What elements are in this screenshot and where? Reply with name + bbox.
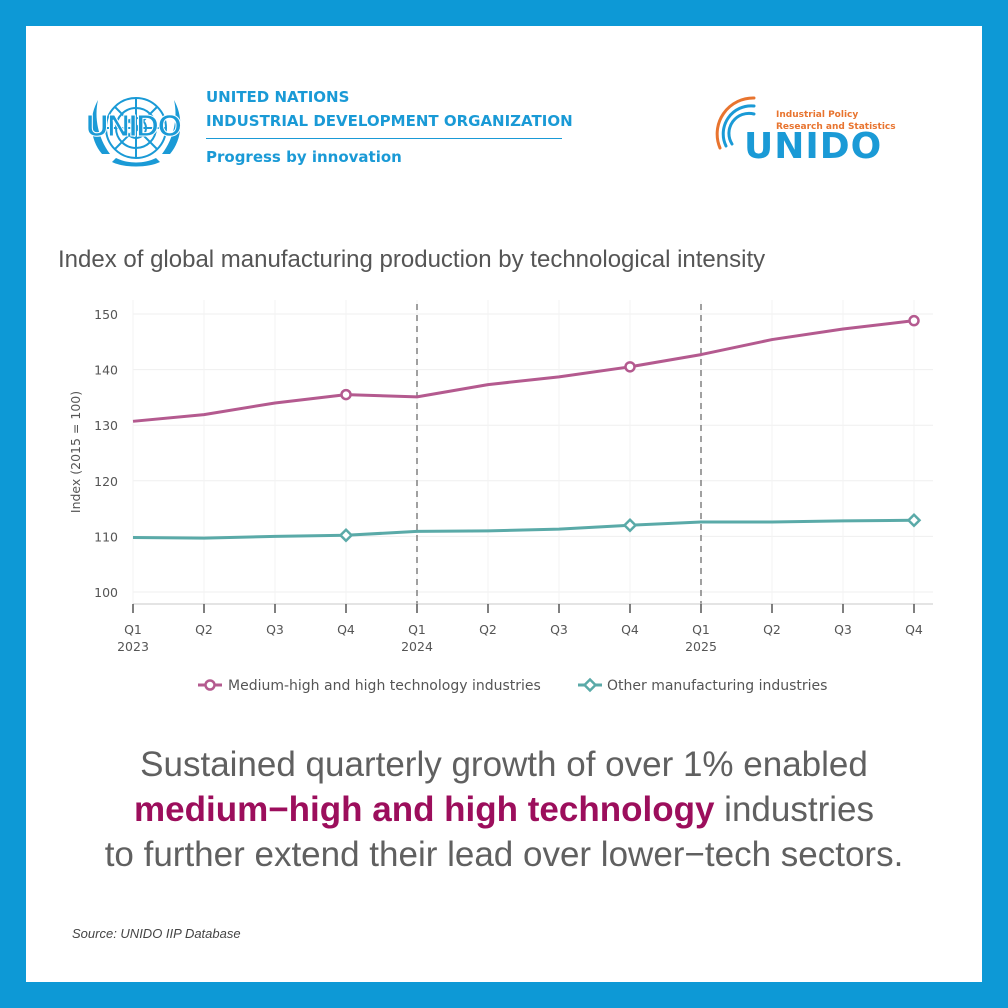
- org-name-line2: INDUSTRIAL DEVELOPMENT ORGANIZATION: [206, 112, 573, 130]
- series-marker-circle: [624, 361, 636, 373]
- y-tick-label: 100: [94, 585, 118, 600]
- y-tick-label: 140: [94, 363, 118, 378]
- x-tick-label: Q2: [479, 622, 497, 637]
- x-tick-label: Q4: [621, 622, 639, 637]
- x-tick-label: Q1: [124, 622, 142, 637]
- content-panel: UNIDO UNITED NATIONS INDUSTRIAL DEVELOPM…: [26, 26, 982, 982]
- org-name-line1: UNITED NATIONS: [206, 88, 350, 106]
- series-marker-diamond: [906, 513, 922, 528]
- y-axis-title: Index (2015 = 100): [68, 391, 83, 513]
- iprs-logo: Industrial Policy Research and Statistic…: [710, 90, 910, 170]
- org-tagline: Progress by innovation: [206, 148, 402, 166]
- y-tick-label: 110: [94, 529, 118, 544]
- iprs-arcs-icon: [715, 96, 756, 150]
- message-highlight: medium−high and high technology: [134, 790, 715, 829]
- source-note: Source: UNIDO IIP Database: [72, 926, 241, 941]
- x-tick-label: Q3: [834, 622, 852, 637]
- x-tick-label: Q4: [905, 622, 923, 637]
- legend-label: Other manufacturing industries: [607, 678, 827, 694]
- legend-marker-diamond: [582, 677, 598, 693]
- x-tick-label: Q3: [266, 622, 284, 637]
- x-tick-label: Q4: [337, 622, 355, 637]
- x-year-label: 2025: [685, 639, 717, 654]
- y-tick-label: 120: [94, 474, 118, 489]
- x-tick-label: Q1: [692, 622, 710, 637]
- iprs-line2: Research and Statistics: [776, 122, 896, 132]
- legend-label: Medium-high and high technology industri…: [228, 678, 541, 694]
- x-tick-label: Q2: [195, 622, 213, 637]
- series-marker-diamond: [622, 518, 638, 533]
- y-tick-label: 150: [94, 307, 118, 322]
- x-year-label: 2023: [117, 639, 149, 654]
- x-year-label: 2024: [401, 639, 433, 654]
- unido-logo: UNIDO UNITED NATIONS INDUSTRIAL DEVELOPM…: [82, 84, 642, 204]
- message-line3: to further extend their lead over lower−…: [104, 835, 904, 874]
- message-line1: Sustained quarterly growth of over 1% en…: [140, 745, 868, 784]
- key-message: Sustained quarterly growth of over 1% en…: [26, 742, 982, 877]
- message-line2: medium−high and high technology industri…: [26, 787, 982, 832]
- iprs-brand: UNIDO: [744, 126, 883, 167]
- x-tick-label: Q2: [763, 622, 781, 637]
- x-tick-label: Q3: [550, 622, 568, 637]
- series-marker-circle: [908, 314, 920, 327]
- legend-marker-circle: [204, 679, 216, 691]
- x-tick-label: Q1: [408, 622, 426, 637]
- series-marker-circle: [340, 388, 352, 401]
- y-tick-label: 130: [94, 418, 118, 433]
- line-chart: 100 110 120 130 140 150 Index (2015 = 100) Q1 20…: [68, 300, 933, 694]
- series-line-1: [132, 319, 915, 423]
- series-line-2: [132, 518, 915, 540]
- unido-emblem-wordmark: UNIDO: [86, 108, 183, 144]
- un-emblem-icon: [91, 97, 181, 167]
- chart-title: Index of global manufacturing production…: [58, 246, 766, 273]
- org-divider: [206, 138, 562, 139]
- iprs-line1: Industrial Policy: [776, 110, 859, 120]
- series-marker-diamond: [338, 528, 354, 543]
- message-line2-rest: industries: [714, 790, 874, 829]
